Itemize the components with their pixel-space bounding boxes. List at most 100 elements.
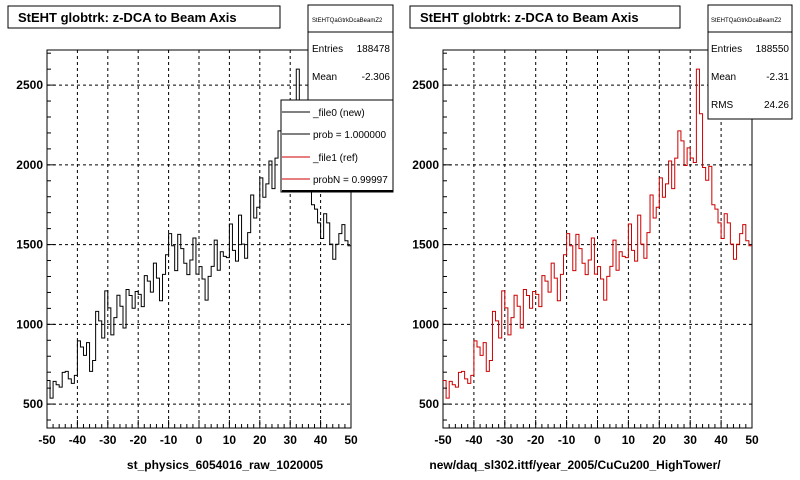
histogram-bin (502, 290, 505, 291)
histogram-bin (585, 274, 588, 275)
histogram-bin (327, 222, 330, 223)
histogram-bin (542, 275, 545, 276)
histogram-bin (622, 256, 625, 257)
histogram-bin (87, 342, 90, 343)
histogram-bin (71, 383, 74, 384)
histogram-bin (613, 240, 616, 241)
left-stats-entries-label: Entries (312, 44, 343, 55)
histogram-bin (102, 338, 105, 339)
y-tick-label: 1000 (16, 317, 43, 331)
right-title-box (409, 5, 681, 29)
x-tick-label: 10 (622, 433, 636, 447)
histogram-bin (533, 291, 536, 292)
histogram-bin (248, 232, 251, 233)
left-stats-name: StEHTQaGtrkDcaBeamZ2 (312, 18, 383, 24)
histogram-bin (83, 355, 86, 356)
y-tick-label: 2000 (412, 158, 439, 172)
histogram-bin (514, 295, 517, 296)
histogram-bin (641, 244, 644, 245)
histogram-bin (202, 279, 205, 280)
histogram-bin (315, 209, 318, 210)
histogram-bin (65, 371, 68, 372)
histogram-bin (517, 306, 520, 307)
histogram-bin (50, 398, 53, 399)
histogram-bin (348, 245, 351, 246)
histogram-bin (129, 295, 132, 296)
histogram-bin (126, 289, 129, 290)
legend-entry-file0: _file0 (new) (312, 108, 365, 119)
histogram-bin (108, 307, 111, 308)
histogram-bin (530, 308, 533, 309)
histogram-bin (345, 240, 348, 241)
histogram-bin (138, 294, 141, 295)
histogram-bin (511, 317, 514, 318)
histogram-bin (588, 260, 591, 261)
histogram-bin (625, 257, 628, 258)
x-tick-label: -10 (160, 433, 178, 447)
histogram-bin (263, 197, 266, 198)
histogram-bin (703, 167, 706, 168)
histogram-bin (217, 270, 220, 271)
histogram-bin (601, 279, 604, 280)
histogram-bin (730, 244, 733, 245)
legend-box (280, 99, 394, 193)
histogram-bin (166, 254, 169, 255)
histogram-bin (746, 240, 749, 241)
histogram-bin (117, 295, 120, 296)
histogram-bin (141, 306, 144, 307)
histogram-bin (715, 209, 718, 210)
histogram-bin (718, 222, 721, 223)
histogram-bin (545, 281, 548, 282)
histogram-bin (272, 188, 275, 189)
histogram-bin (147, 281, 150, 282)
y-tick-label: 2000 (16, 158, 43, 172)
histogram-bin (564, 254, 567, 255)
histogram-bin (551, 263, 554, 264)
histogram-bin (96, 311, 99, 312)
histogram-bin (159, 300, 162, 301)
right-histogram-panel: -50 -40 -30 -20 -10 0 10 20 30 40 50 500 1000 1500 200… (409, 4, 793, 472)
x-tick-label: 0 (594, 433, 601, 447)
histogram-bin (737, 244, 740, 245)
x-tick-label: -20 (130, 433, 148, 447)
histogram-bin (455, 387, 458, 388)
histogram-bin (696, 69, 699, 70)
histogram-bin (573, 270, 576, 271)
histogram-bin (318, 222, 321, 223)
histogram-bin (672, 188, 675, 189)
histogram-bin (184, 263, 187, 264)
histogram-bin (239, 215, 242, 216)
histogram-bin (111, 334, 114, 335)
histogram-bin (53, 381, 56, 382)
histogram-bin (727, 222, 730, 223)
x-tick-label: 20 (653, 433, 667, 447)
histogram-bin (740, 233, 743, 234)
histogram-bin (548, 292, 551, 293)
histogram-bin (144, 275, 147, 276)
histogram-bin (223, 256, 226, 257)
histogram-bin (665, 183, 668, 184)
histogram-bin (560, 274, 563, 275)
left-stats-box (307, 4, 394, 112)
histogram-bin (684, 165, 687, 166)
histogram-bin (724, 213, 727, 214)
histogram-bin (251, 194, 254, 195)
histogram-bin (598, 266, 601, 267)
histogram-bin (269, 161, 272, 162)
left-chart-title: StEHT globtrk: z-DCA to Beam Axis (18, 10, 237, 25)
histogram-bin (153, 263, 156, 264)
x-tick-label: 0 (196, 433, 203, 447)
histogram-bin (311, 204, 314, 205)
histogram-bin (631, 250, 634, 251)
left-x-caption: st_physics_6054016_raw_1020005 (127, 458, 323, 472)
histogram-bin (443, 380, 446, 381)
histogram-bin (208, 276, 211, 277)
right-stats-entries-value: 188550 (756, 44, 790, 55)
histogram-bin (520, 327, 523, 328)
histogram-bin (662, 197, 665, 198)
histogram-bin (187, 274, 190, 275)
histogram-bin (62, 372, 65, 373)
histogram-bin (693, 162, 696, 163)
x-tick-label: -10 (558, 433, 576, 447)
